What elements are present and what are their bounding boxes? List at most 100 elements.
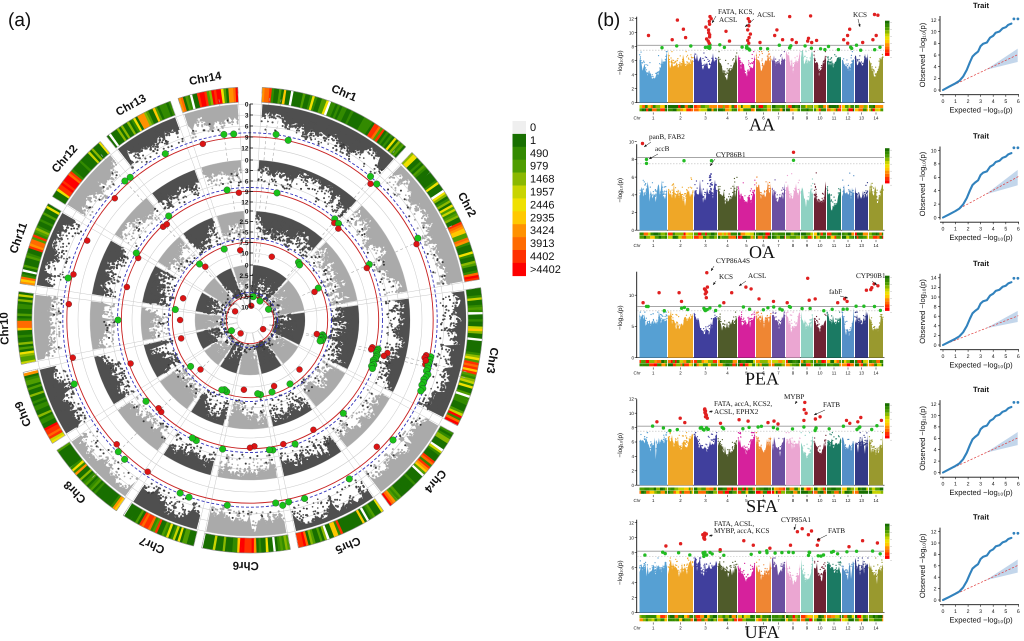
svg-text:5: 5 [745, 370, 748, 375]
svg-text:2: 2 [631, 469, 634, 474]
svg-text:10: 10 [931, 148, 937, 154]
svg-text:0: 0 [245, 101, 249, 108]
svg-text:2.5: 2.5 [239, 219, 248, 226]
svg-text:3: 3 [245, 112, 249, 119]
svg-text:7: 7 [777, 243, 780, 248]
svg-text:4: 4 [934, 575, 937, 581]
svg-text:8: 8 [792, 243, 795, 248]
svg-text:4: 4 [631, 72, 634, 77]
svg-text:6: 6 [1017, 482, 1020, 488]
svg-text:0: 0 [934, 88, 937, 94]
svg-text:−log₁₀(p): −log₁₀(p) [617, 560, 624, 585]
svg-text:fabF: fabF [829, 288, 842, 296]
svg-text:12: 12 [846, 243, 851, 248]
svg-text:0: 0 [934, 598, 937, 604]
svg-text:2: 2 [934, 459, 937, 465]
svg-text:9: 9 [245, 134, 249, 141]
svg-text:2: 2 [679, 625, 682, 630]
svg-text:3: 3 [704, 115, 707, 120]
svg-text:10: 10 [818, 115, 823, 120]
svg-text:12: 12 [846, 498, 851, 503]
svg-text:0: 0 [631, 228, 634, 233]
svg-text:OA: OA [749, 242, 775, 262]
svg-text:11: 11 [832, 115, 837, 120]
svg-text:0: 0 [631, 610, 634, 615]
svg-text:1: 1 [954, 227, 957, 233]
svg-text:12: 12 [241, 145, 249, 152]
svg-text:6: 6 [1017, 609, 1020, 615]
svg-text:7: 7 [777, 370, 780, 375]
svg-text:1: 1 [652, 498, 655, 503]
svg-text:9: 9 [806, 370, 809, 375]
svg-text:1: 1 [652, 370, 655, 375]
svg-text:3: 3 [245, 168, 249, 175]
svg-text:6: 6 [934, 53, 937, 59]
svg-text:11: 11 [832, 498, 837, 503]
svg-text:Trait: Trait [973, 385, 990, 394]
svg-text:3: 3 [704, 625, 707, 630]
svg-text:5: 5 [745, 115, 748, 120]
svg-text:FATB: FATB [823, 401, 840, 409]
svg-text:10: 10 [241, 250, 249, 257]
svg-text:0: 0 [934, 215, 937, 221]
svg-text:4: 4 [726, 370, 729, 375]
svg-text:12: 12 [241, 199, 249, 206]
svg-text:12: 12 [931, 529, 937, 535]
svg-text:ACSL: ACSL [719, 16, 737, 24]
svg-text:0: 0 [942, 482, 945, 488]
svg-text:1: 1 [954, 99, 957, 105]
svg-text:1: 1 [652, 625, 655, 630]
svg-text:13: 13 [859, 370, 864, 375]
svg-text:5: 5 [1004, 354, 1007, 360]
svg-text:2: 2 [679, 115, 682, 120]
svg-text:FATA, accA, KCS2,: FATA, accA, KCS2, [714, 400, 772, 408]
svg-text:−log₁₀(p): −log₁₀(p) [617, 305, 624, 330]
svg-text:14: 14 [874, 625, 879, 630]
svg-text:Chr: Chr [633, 115, 641, 120]
svg-text:1: 1 [954, 354, 957, 360]
svg-text:6: 6 [762, 370, 765, 375]
svg-text:6: 6 [762, 243, 765, 248]
svg-text:4: 4 [992, 482, 995, 488]
svg-text:Chr: Chr [633, 625, 641, 630]
svg-text:4: 4 [631, 193, 634, 198]
svg-text:4: 4 [934, 65, 937, 71]
svg-text:>4402: >4402 [530, 264, 561, 276]
svg-text:8: 8 [631, 44, 634, 49]
svg-text:10: 10 [629, 139, 635, 144]
svg-text:8: 8 [934, 552, 937, 558]
svg-text:2: 2 [967, 227, 970, 233]
svg-text:1: 1 [530, 135, 536, 147]
svg-text:ACSL: ACSL [748, 272, 766, 280]
svg-text:CYP85A1: CYP85A1 [781, 516, 811, 524]
svg-text:Trait: Trait [973, 259, 990, 268]
svg-text:2.5: 2.5 [239, 273, 248, 280]
svg-text:8: 8 [792, 115, 795, 120]
svg-text:8: 8 [792, 498, 795, 503]
svg-text:4: 4 [726, 243, 729, 248]
svg-text:Trait: Trait [973, 132, 990, 141]
svg-text:−log₁₀(p): −log₁₀(p) [617, 178, 624, 203]
svg-text:SFA: SFA [746, 496, 778, 516]
svg-text:6: 6 [934, 175, 937, 181]
svg-text:5: 5 [1004, 99, 1007, 105]
svg-text:7.5: 7.5 [239, 294, 248, 301]
svg-text:0: 0 [245, 262, 249, 269]
svg-text:0: 0 [942, 354, 945, 360]
svg-text:1468: 1468 [530, 174, 554, 186]
svg-text:8: 8 [631, 425, 634, 430]
svg-text:10: 10 [818, 498, 823, 503]
svg-text:10: 10 [241, 304, 249, 311]
svg-text:13: 13 [859, 498, 864, 503]
svg-text:2: 2 [679, 370, 682, 375]
svg-text:5: 5 [745, 243, 748, 248]
svg-text:3: 3 [979, 482, 982, 488]
svg-text:0: 0 [631, 355, 634, 360]
svg-text:0: 0 [631, 100, 634, 105]
svg-text:8: 8 [934, 304, 937, 310]
svg-text:12: 12 [846, 625, 851, 630]
svg-text:0: 0 [934, 343, 937, 349]
svg-text:10: 10 [629, 535, 635, 540]
svg-text:2: 2 [934, 202, 937, 208]
svg-text:2: 2 [934, 586, 937, 592]
